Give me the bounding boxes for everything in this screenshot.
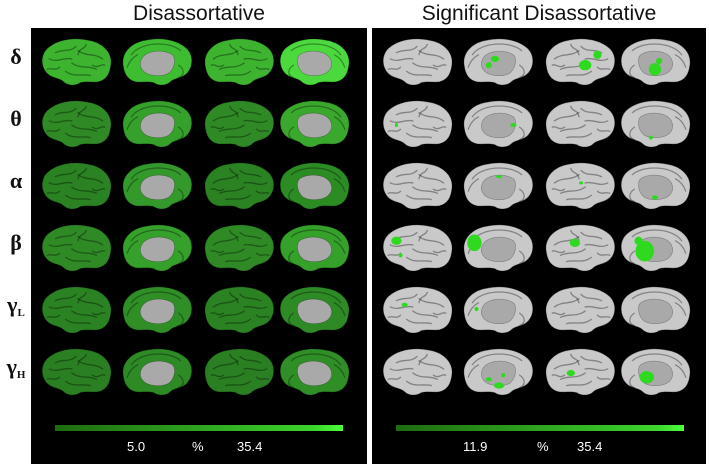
band-label-5: γH — [6, 354, 26, 381]
dis-brain-r5-c0 — [41, 348, 112, 396]
sig-brain-r4-c0 — [382, 286, 453, 334]
brain-grid-significant — [372, 28, 706, 418]
disassortative-panel: 5.0 % 35.4 — [31, 28, 367, 464]
colorbar-min-disassortative: 5.0 — [127, 439, 146, 454]
band-label-2: α — [9, 168, 23, 193]
dis-brain-r1-c3 — [279, 100, 350, 148]
sig-brain-r3-c0 — [382, 224, 453, 272]
sig-brain-r0-c2 — [545, 38, 616, 86]
sig-brain-r2-c2 — [545, 162, 616, 210]
sig-brain-r5-c1 — [463, 348, 534, 396]
sig-brain-r2-c3 — [620, 162, 691, 210]
sig-brain-r3-c1 — [463, 224, 534, 272]
sig-brain-r2-c0 — [382, 162, 453, 210]
sig-brain-r4-c1 — [463, 286, 534, 334]
colorbar-significant — [396, 425, 684, 431]
sig-brain-r5-c3 — [620, 348, 691, 396]
dis-brain-r0-c1 — [122, 38, 193, 86]
dis-brain-r2-c3 — [279, 162, 350, 210]
sig-brain-r1-c2 — [545, 100, 616, 148]
significant-panel: 11.9 % 35.4 — [372, 28, 706, 464]
dis-brain-r5-c1 — [122, 348, 193, 396]
dis-brain-r3-c0 — [41, 224, 112, 272]
dis-brain-r2-c2 — [204, 162, 275, 210]
band-label-4: γL — [7, 292, 25, 319]
colorbar-disassortative — [55, 425, 343, 431]
dis-brain-r2-c0 — [41, 162, 112, 210]
brain-grid-svg-disassortative — [41, 38, 350, 396]
colorbar-unit-significant: % — [537, 439, 549, 454]
brain-grid-disassortative — [31, 28, 367, 418]
sig-brain-r1-c1 — [463, 100, 534, 148]
sig-brain-r5-c2 — [545, 348, 616, 396]
dis-brain-r4-c1 — [122, 286, 193, 334]
colorbar-unit-disassortative: % — [192, 439, 204, 454]
dis-brain-r5-c2 — [204, 348, 275, 396]
sig-brain-r5-c0 — [382, 348, 453, 396]
dis-brain-r3-c3 — [279, 224, 350, 272]
colorbar-max-disassortative: 35.4 — [237, 439, 263, 454]
dis-brain-r0-c0 — [41, 38, 112, 86]
dis-brain-r1-c0 — [41, 100, 112, 148]
brain-grid-svg-significant — [382, 38, 691, 396]
sig-brain-r4-c3 — [620, 286, 691, 334]
dis-brain-r0-c3 — [279, 38, 350, 86]
sig-brain-r2-c1 — [463, 162, 534, 210]
sig-brain-r3-c2 — [545, 224, 616, 272]
dis-brain-r4-c2 — [204, 286, 275, 334]
dis-brain-r5-c3 — [279, 348, 350, 396]
dis-brain-r0-c2 — [204, 38, 275, 86]
sig-brain-r1-c0 — [382, 100, 453, 148]
band-label-1: θ — [10, 106, 22, 131]
dis-brain-r3-c1 — [122, 224, 193, 272]
dis-brain-r2-c1 — [122, 162, 193, 210]
band-label-0: δ — [10, 44, 22, 69]
panel-title-disassortative: Disassortative — [133, 2, 265, 25]
band-label-3: β — [10, 230, 22, 255]
sig-brain-r3-c3 — [620, 224, 691, 272]
dis-brain-r1-c1 — [122, 100, 193, 148]
panel-title-significant-disassortative: Significant Disassortative — [421, 2, 657, 25]
sig-brain-r0-c3 — [620, 38, 691, 86]
sig-brain-r0-c1 — [463, 38, 534, 86]
colorbar-max-significant: 35.4 — [577, 439, 603, 454]
sig-brain-r4-c2 — [545, 286, 616, 334]
dis-brain-r4-c0 — [41, 286, 112, 334]
dis-brain-r1-c2 — [204, 100, 275, 148]
dis-brain-r4-c3 — [279, 286, 350, 334]
sig-brain-r0-c0 — [382, 38, 453, 86]
colorbar-min-significant: 11.9 — [463, 439, 488, 454]
sig-brain-r1-c3 — [620, 100, 691, 148]
dis-brain-r3-c2 — [204, 224, 275, 272]
